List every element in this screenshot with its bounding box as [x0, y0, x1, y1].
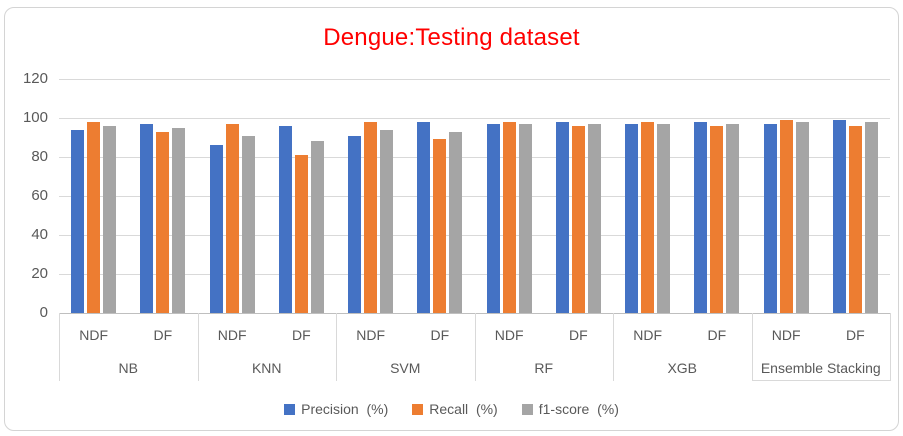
bar-precision — [555, 121, 569, 313]
x-group-label: SVM — [390, 360, 421, 376]
bar-recall — [87, 121, 101, 313]
x-group-label: NB — [118, 360, 138, 376]
x-axis-separator — [613, 313, 614, 381]
x-subgroup-label: DF — [292, 327, 311, 343]
bar-f1-score — [657, 123, 671, 313]
x-axis-separator — [751, 313, 753, 381]
bar-precision — [278, 125, 292, 313]
x-subgroup-label: NDF — [356, 327, 386, 343]
bar-precision — [763, 123, 777, 313]
bar-recall — [502, 121, 516, 313]
bar-f1-score — [172, 127, 186, 313]
bar-precision — [694, 121, 708, 313]
bar-f1-score — [864, 121, 878, 313]
x-subgroup-label: DF — [707, 327, 727, 343]
x-axis-separator — [890, 313, 891, 381]
x-axis-separator — [59, 313, 60, 381]
legend-item-f1-score: f1-score (%) — [521, 401, 619, 417]
x-subgroup-label: NDF — [217, 327, 247, 343]
bar-f1-score — [310, 141, 324, 313]
legend-label: f1-score (%) — [538, 401, 619, 417]
y-tick-label: 60 — [31, 187, 48, 204]
bar-precision — [71, 129, 85, 313]
gridline — [59, 274, 890, 275]
bar-precision — [417, 121, 431, 313]
x-axis-separator — [474, 313, 476, 381]
bar-precision — [209, 145, 223, 313]
bar-f1-score — [449, 131, 463, 313]
x-group-label: XGB — [667, 360, 698, 376]
bar-recall — [364, 121, 378, 313]
bar-recall — [848, 125, 862, 313]
bar-recall — [156, 131, 170, 313]
gridline — [59, 79, 890, 80]
legend-item-recall: Recall (%) — [412, 401, 498, 417]
x-axis-separator — [197, 313, 199, 381]
y-tick-label: 20 — [31, 265, 48, 282]
bar-f1-score — [726, 123, 740, 313]
bar-precision — [348, 135, 362, 313]
x-subgroup-label: DF — [846, 327, 865, 343]
x-group-label: RF — [534, 360, 554, 376]
bar-precision — [832, 119, 846, 313]
x-group-label: KNN — [251, 360, 282, 376]
gridline — [59, 235, 890, 236]
gridline — [59, 157, 890, 158]
bar-precision — [486, 123, 500, 313]
bar-f1-score — [380, 129, 394, 313]
x-subgroup-label: NDF — [79, 327, 109, 343]
legend-label: Recall (%) — [429, 401, 498, 417]
x-axis-bottom-line — [751, 380, 890, 381]
bar-precision — [140, 123, 154, 313]
bar-f1-score — [103, 125, 117, 313]
bar-recall — [710, 125, 724, 313]
y-tick-label: 80 — [31, 148, 48, 165]
bar-recall — [225, 123, 239, 313]
bar-f1-score — [795, 121, 809, 313]
gridline — [59, 118, 890, 119]
bar-recall — [641, 121, 655, 313]
x-subgroup-label: DF — [430, 327, 450, 343]
y-tick-label: 100 — [22, 109, 48, 126]
bar-recall — [571, 125, 585, 313]
legend-swatch-recall — [412, 403, 424, 415]
gridline — [59, 196, 890, 197]
y-tick-label: 0 — [39, 304, 48, 321]
chart-title: Dengue:Testing dataset — [323, 24, 580, 51]
x-axis-separator — [336, 313, 337, 381]
bar-f1-score — [587, 123, 601, 313]
bar-recall — [294, 155, 308, 313]
x-group-label: Ensemble Stacking — [760, 360, 881, 376]
bar-recall — [433, 139, 447, 313]
y-tick-label: 120 — [22, 70, 48, 87]
x-subgroup-label: NDF — [771, 327, 801, 343]
bar-f1-score — [518, 123, 532, 313]
bar-recall — [779, 119, 793, 313]
legend: Precision (%) Recall (%) f1-score (%) — [0, 401, 903, 417]
x-subgroup-label: DF — [153, 327, 173, 343]
legend-swatch-precision — [284, 403, 296, 415]
x-subgroup-label: NDF — [633, 327, 663, 343]
bar-f1-score — [241, 135, 255, 313]
legend-swatch-f1-score — [521, 403, 533, 415]
x-subgroup-label: DF — [569, 327, 588, 343]
legend-item-precision: Precision (%) — [284, 401, 388, 417]
legend-label: Precision (%) — [301, 401, 389, 417]
y-tick-label: 40 — [31, 226, 48, 243]
x-subgroup-label: NDF — [494, 327, 524, 343]
bar-precision — [625, 123, 639, 313]
